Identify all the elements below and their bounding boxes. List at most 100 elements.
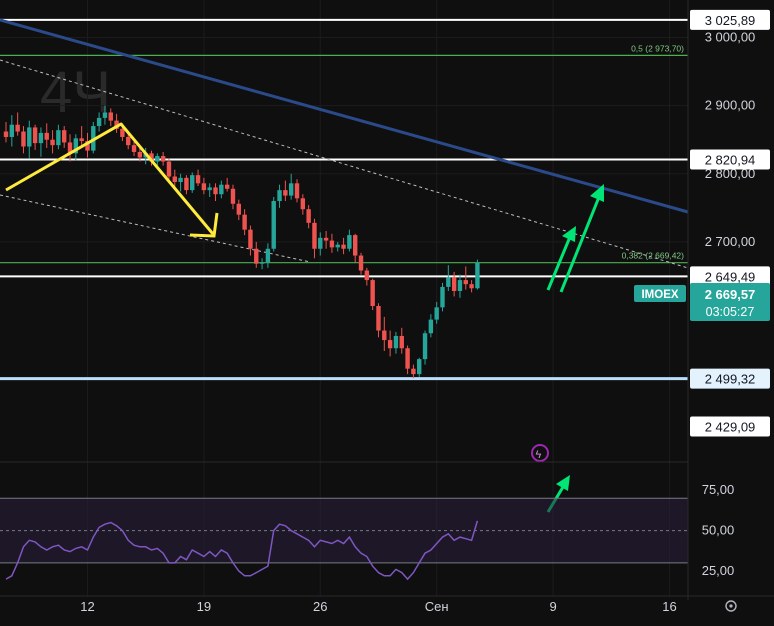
candle-body <box>56 130 61 146</box>
level-label-box <box>690 266 770 287</box>
annotations: ϟ <box>5 122 604 513</box>
candle-body <box>38 132 44 144</box>
candle-body <box>50 139 55 146</box>
time-tick-label: Сен <box>425 599 449 614</box>
candle-body <box>172 176 177 182</box>
candle-body <box>137 151 143 158</box>
level-label-box <box>690 416 770 437</box>
watermark-text: 4Ч <box>40 60 111 125</box>
candle-body <box>126 136 131 146</box>
symbol-tag <box>634 285 686 302</box>
price-axis-ticks: 3 000,00 2 900,00 2 800,00 2 700,00 <box>705 29 756 248</box>
last-price-badge: IMOEX 2 669,57 03:05:27 <box>634 283 770 321</box>
candle-body <box>149 153 154 162</box>
candle-body <box>265 248 271 263</box>
horizontal-levels <box>0 18 688 381</box>
lightning-event-icon[interactable] <box>531 444 549 462</box>
candle-body <box>387 340 393 349</box>
settings-icon[interactable] <box>725 600 737 612</box>
candle-body <box>32 127 38 144</box>
candle-body <box>451 277 457 291</box>
candle-body <box>469 284 474 289</box>
candle-body <box>370 280 375 306</box>
candle-body <box>79 138 84 142</box>
fib-labels: 0,5 (2 973,70) 0,382 (2 669,42) <box>622 43 685 260</box>
candle-body <box>73 138 79 154</box>
countdown-timer: 03:05:27 <box>706 305 755 319</box>
yellow-zigzag-arrow <box>5 122 215 235</box>
candle-body <box>178 177 183 182</box>
candle-body <box>166 161 172 177</box>
candle-body <box>318 237 323 249</box>
candle-body <box>335 244 340 248</box>
candle-body <box>382 330 387 341</box>
time-tick-label: 16 <box>662 599 676 614</box>
last-price-box <box>690 283 770 321</box>
candle-body <box>27 127 32 147</box>
green-arrow-1-head <box>562 226 576 242</box>
yellow-arrow-head <box>189 212 219 238</box>
candle-body <box>195 175 201 184</box>
price-tick-label: 3 000,00 <box>705 29 756 44</box>
candle-body <box>190 175 195 191</box>
rsi-tick-label: 25,00 <box>702 563 735 578</box>
level-label-box <box>690 9 770 30</box>
candle-body <box>329 240 335 248</box>
candle-body <box>160 156 166 162</box>
level-label-box <box>690 368 770 389</box>
last-price-value: 2 669,57 <box>705 287 756 302</box>
rsi-tick-label: 75,00 <box>702 482 735 497</box>
candle-body <box>3 131 9 137</box>
price-tick-label: 2 900,00 <box>705 98 756 113</box>
candle-body <box>207 187 212 191</box>
level-label-text: 2 820,94 <box>705 153 756 168</box>
candle-body <box>184 177 189 191</box>
candle-body <box>306 209 311 223</box>
candle-body <box>96 117 102 127</box>
fib-label: 0,382 (2 669,42) <box>622 251 685 261</box>
rsi-pane <box>0 461 774 581</box>
lightning-glyph: ϟ <box>536 449 542 461</box>
candle-body <box>114 120 119 129</box>
candle-body <box>85 141 90 151</box>
rsi-line <box>5 520 479 581</box>
time-tick-label: 9 <box>549 599 556 614</box>
candle-body <box>213 187 218 195</box>
candle-body <box>288 183 294 196</box>
candle-body <box>434 307 439 320</box>
candle-body <box>353 235 358 256</box>
time-axis-ticks: 12 19 26 Сен 9 16 <box>80 599 676 614</box>
candle-body <box>358 255 364 271</box>
symbol-label: IMOEX <box>641 289 678 301</box>
candle-body <box>463 280 468 285</box>
candle-body <box>224 184 230 189</box>
candle-body <box>457 280 463 291</box>
price-tick-label: 2 700,00 <box>705 234 756 249</box>
candle-body <box>248 229 253 249</box>
candles <box>3 105 480 379</box>
level-label-text: 3 025,89 <box>705 13 756 28</box>
level-label-box <box>690 149 770 170</box>
candle-body <box>254 248 259 264</box>
candle-body <box>236 203 241 215</box>
green-arrow-rsi-head <box>556 475 570 491</box>
candle-body <box>131 145 137 152</box>
level-label-text: 2 499,32 <box>705 372 756 387</box>
candle-body <box>422 333 428 360</box>
time-tick-label: 12 <box>80 599 94 614</box>
green-arrow-2-head <box>590 184 604 202</box>
candle-body <box>347 235 352 249</box>
candle-body <box>446 277 451 287</box>
candle-body <box>67 142 73 154</box>
candle-body <box>201 183 207 191</box>
candle-body <box>15 124 20 132</box>
candle-body <box>323 237 329 241</box>
candle-body <box>300 198 306 210</box>
candle-body <box>219 184 224 195</box>
green-arrow-2 <box>559 191 603 293</box>
candle-body <box>102 112 108 118</box>
candle-body <box>108 112 113 121</box>
green-arrow-1 <box>546 231 574 291</box>
candle-body <box>341 244 346 249</box>
